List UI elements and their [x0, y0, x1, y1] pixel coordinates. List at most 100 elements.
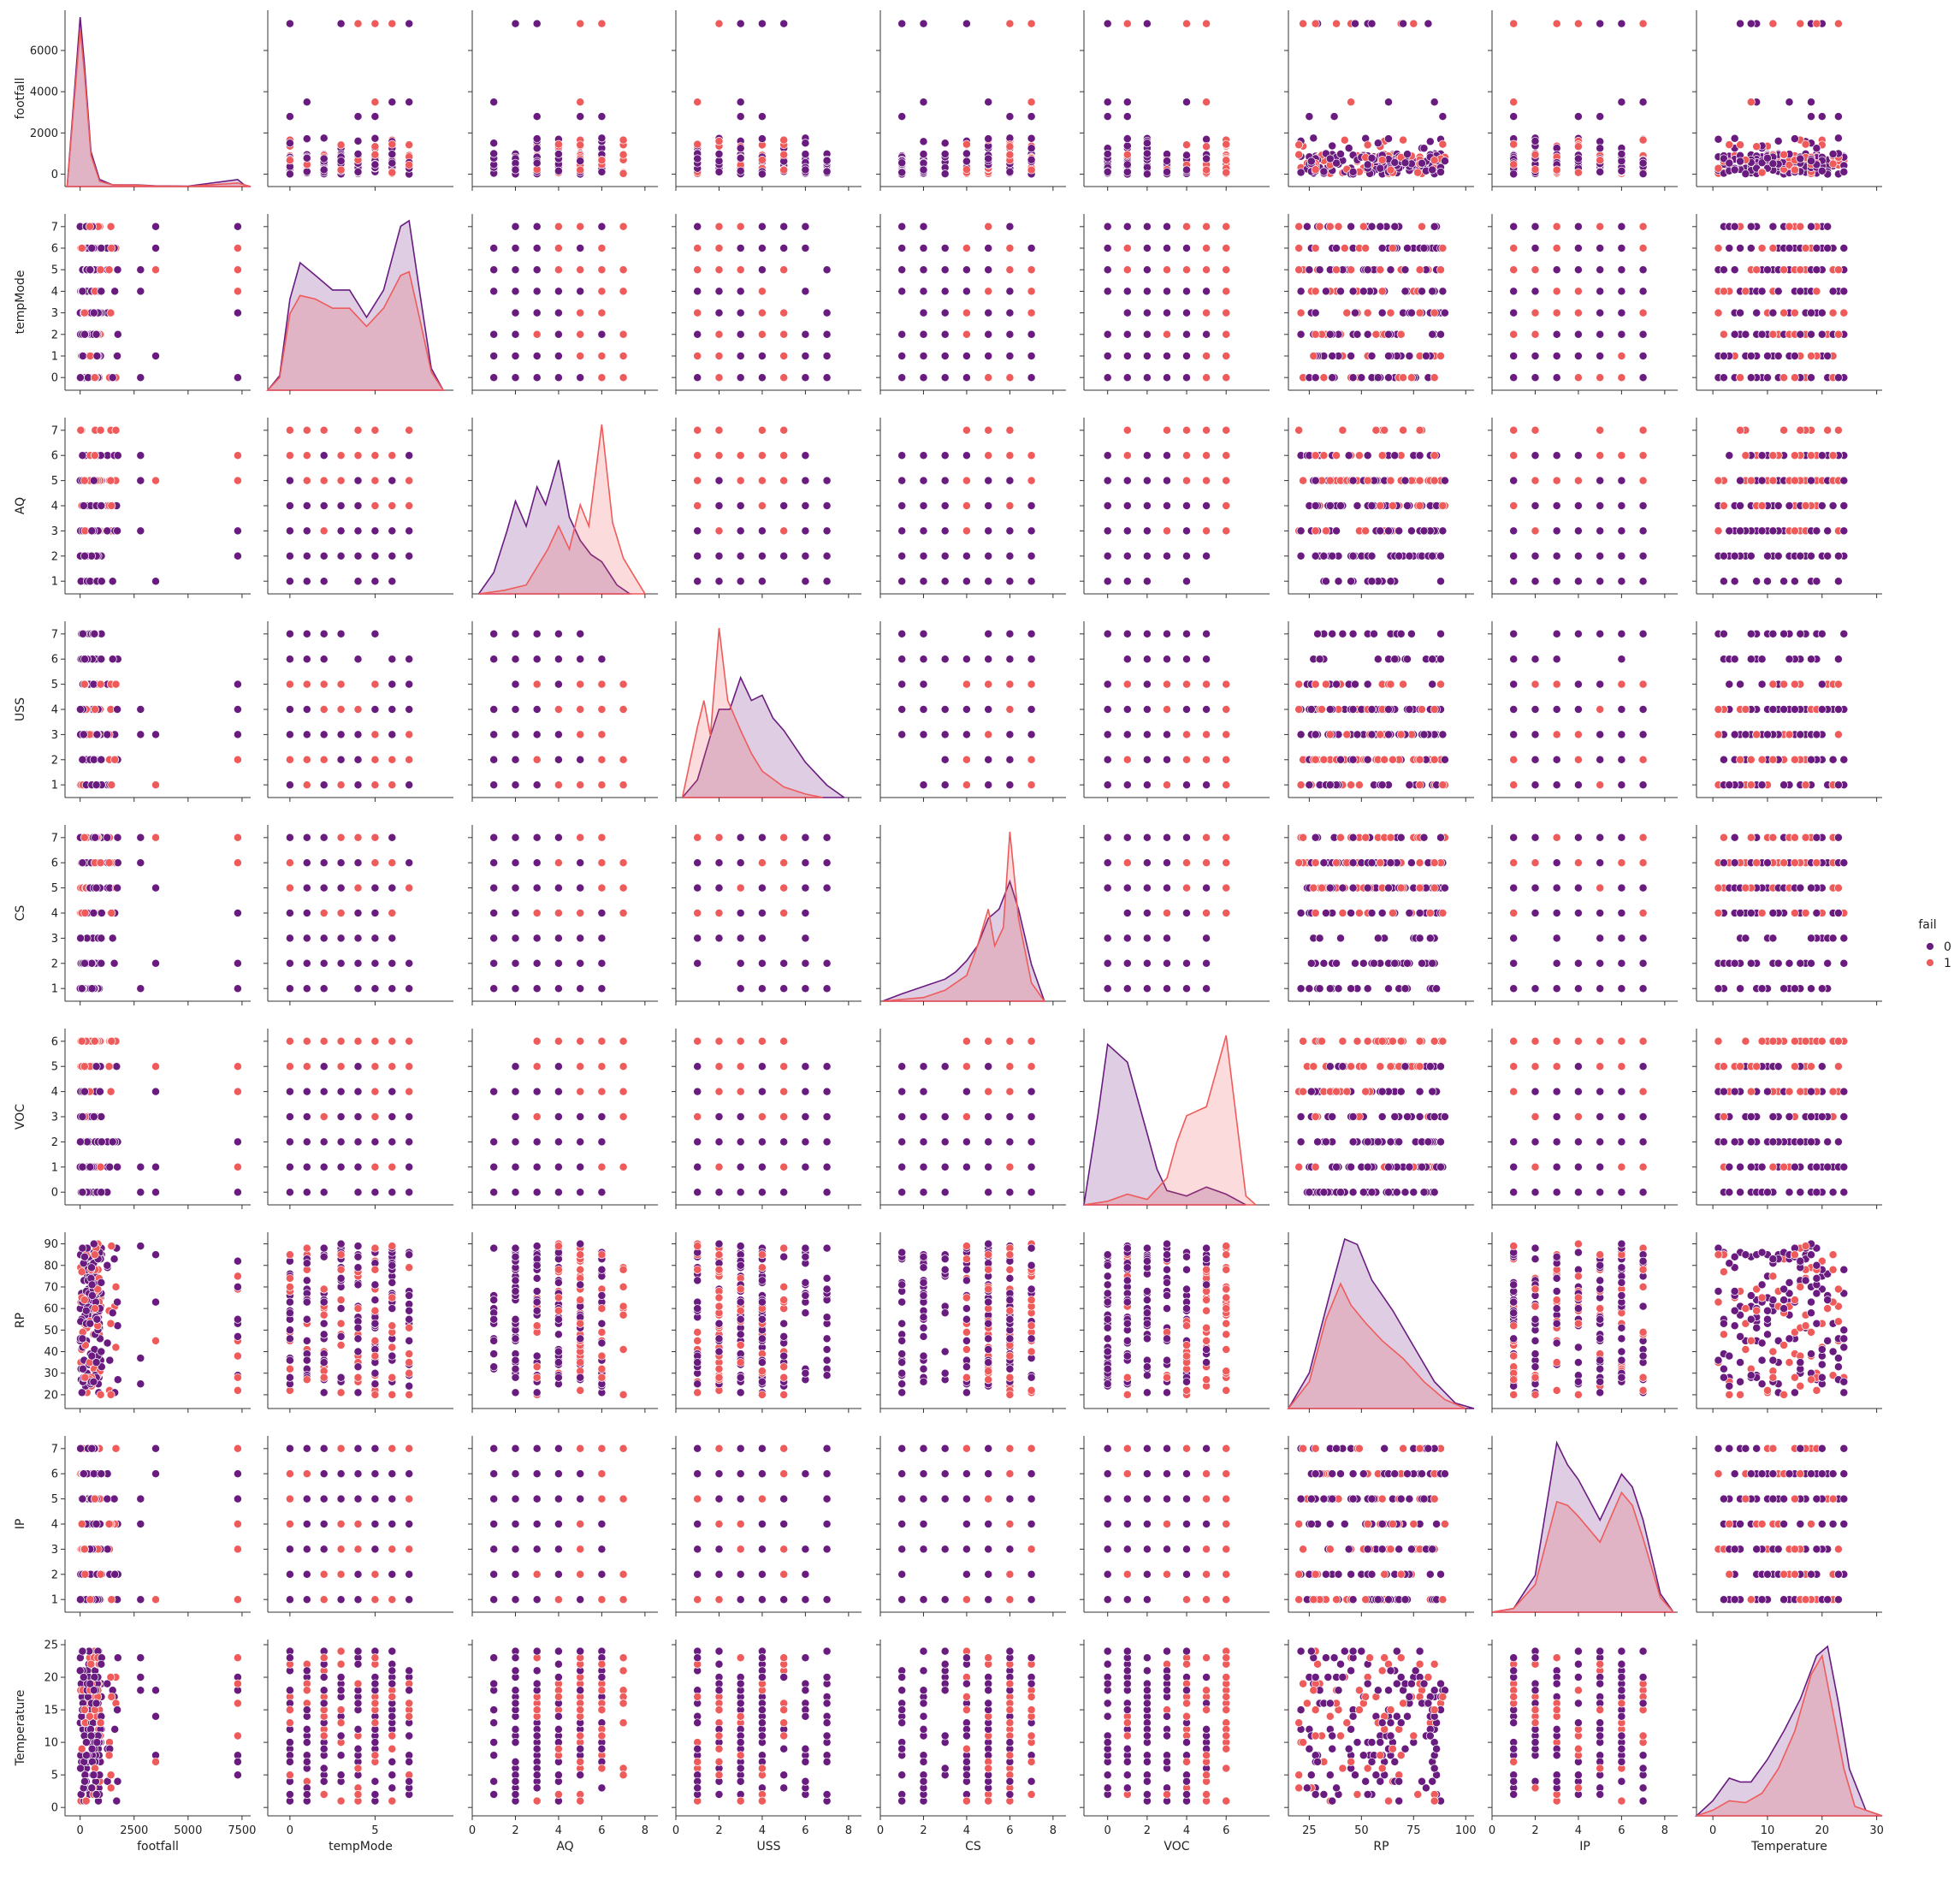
- scatter-point: [1311, 165, 1320, 175]
- scatter-point: [940, 287, 950, 296]
- scatter-point: [919, 551, 928, 560]
- scatter-point: [80, 551, 89, 560]
- y-tick-label: 3: [51, 525, 58, 538]
- scatter-point: [1817, 166, 1827, 175]
- scatter-point: [919, 222, 928, 231]
- scatter-point: [1839, 244, 1849, 252]
- scatter-point: [532, 222, 542, 231]
- scatter-point: [97, 577, 106, 586]
- scatter-point: [1182, 265, 1191, 275]
- scatter-point: [1736, 19, 1745, 28]
- scatter-point: [1328, 141, 1337, 151]
- scatter-point: [1746, 352, 1756, 360]
- scatter-point: [1142, 287, 1152, 296]
- scatter-point: [714, 577, 724, 586]
- scatter-point: [1617, 166, 1626, 175]
- y-tick-label: 5: [51, 264, 58, 277]
- scatter-point: [1741, 169, 1750, 179]
- scatter-point: [1390, 157, 1400, 167]
- scatter-point: [233, 222, 242, 231]
- scatter-point: [940, 551, 950, 560]
- scatter-point: [1638, 244, 1648, 252]
- scatter-point: [1719, 352, 1728, 360]
- scatter-point: [897, 222, 907, 231]
- scatter-point: [1182, 526, 1191, 536]
- scatter-point: [302, 526, 311, 536]
- scatter-point: [353, 112, 363, 122]
- scatter-point: [597, 352, 607, 360]
- scatter-point: [1730, 329, 1739, 339]
- scatter-point: [1638, 98, 1648, 107]
- scatter-point: [1027, 526, 1036, 536]
- scatter-point: [619, 169, 628, 178]
- scatter-point: [1638, 169, 1648, 179]
- scatter-point: [779, 329, 789, 339]
- scatter-point: [1311, 373, 1320, 383]
- scatter-point: [1005, 526, 1015, 536]
- scatter-point: [532, 112, 542, 122]
- scatter-point: [801, 501, 810, 510]
- scatter-point: [1163, 287, 1171, 296]
- scatter-point: [532, 308, 542, 317]
- scatter-point: [1005, 329, 1015, 339]
- scatter-point: [113, 352, 122, 360]
- scatter-point: [1182, 222, 1191, 231]
- scatter-point: [1573, 265, 1583, 275]
- scatter-point: [1142, 373, 1152, 383]
- scatter-point: [554, 287, 563, 296]
- scatter-point: [302, 167, 311, 176]
- scatter-point: [1182, 551, 1191, 560]
- scatter-point: [1509, 222, 1519, 231]
- scatter-point: [984, 154, 993, 163]
- scatter-point: [1376, 265, 1385, 275]
- scatter-point: [1005, 150, 1015, 159]
- scatter-point: [1122, 577, 1132, 586]
- scatter-point: [1596, 308, 1605, 317]
- scatter-point: [405, 140, 414, 150]
- scatter-point: [1122, 168, 1132, 176]
- scatter-point: [1796, 154, 1805, 163]
- scatter-point: [97, 244, 106, 252]
- scatter-point: [1027, 577, 1036, 586]
- scatter-point: [1430, 156, 1439, 165]
- scatter-point: [984, 244, 993, 252]
- scatter-point: [1296, 287, 1306, 296]
- scatter-point: [532, 19, 542, 28]
- scatter-point: [984, 265, 993, 275]
- scatter-point: [919, 329, 928, 339]
- scatter-point: [532, 287, 542, 296]
- scatter-point: [1552, 308, 1561, 317]
- scatter-point: [319, 551, 329, 560]
- scatter-point: [1573, 154, 1583, 163]
- scatter-point: [714, 451, 724, 460]
- scatter-point: [532, 158, 542, 168]
- scatter-point: [962, 526, 971, 536]
- scatter-point: [1617, 244, 1626, 252]
- scatter-point: [822, 167, 832, 176]
- scatter-point: [1596, 112, 1605, 122]
- scatter-point: [619, 150, 628, 159]
- scatter-point: [801, 526, 810, 536]
- scatter-point: [1311, 244, 1320, 252]
- scatter-point: [1182, 501, 1191, 510]
- y-tick-label: 0: [51, 372, 58, 385]
- scatter-point: [801, 352, 810, 360]
- scatter-point: [108, 373, 117, 383]
- scatter-point: [1438, 112, 1448, 122]
- scatter-point: [940, 476, 950, 485]
- scatter-point: [1438, 287, 1448, 296]
- scatter-point: [336, 526, 346, 536]
- scatter-point: [619, 135, 628, 145]
- scatter-point: [1163, 308, 1171, 317]
- scatter-point: [757, 425, 767, 435]
- scatter-point: [1005, 425, 1015, 435]
- scatter-point: [1509, 160, 1519, 169]
- scatter-point: [801, 329, 810, 339]
- scatter-point: [736, 373, 745, 383]
- scatter-point: [1833, 112, 1843, 122]
- y-tick-label: 1: [51, 576, 58, 589]
- scatter-point: [85, 222, 94, 231]
- scatter-point: [897, 265, 907, 275]
- scatter-point: [757, 501, 767, 510]
- scatter-point: [1103, 222, 1112, 231]
